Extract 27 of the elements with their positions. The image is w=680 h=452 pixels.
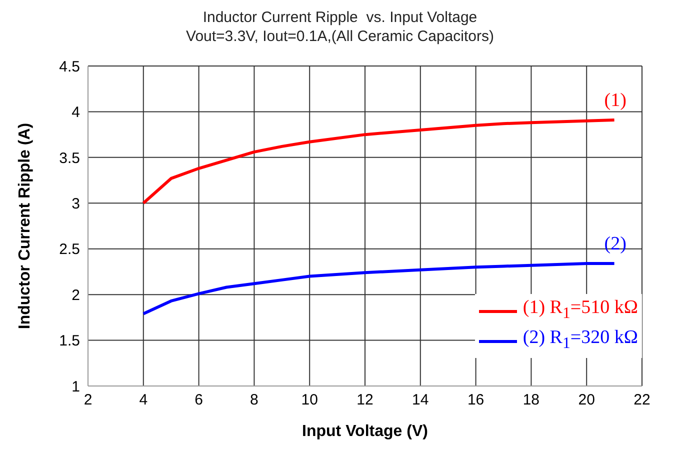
x-axis-title: Input Voltage (V) xyxy=(302,423,428,440)
x-tick-label: 12 xyxy=(356,392,374,409)
y-tick-label: 4 xyxy=(72,104,80,122)
chart-title: Inductor Current Ripple vs. Input Voltage xyxy=(202,8,478,27)
y-tick-label: 2.5 xyxy=(59,241,80,258)
x-tick-label: 2 xyxy=(84,392,92,409)
x-tick-label: 8 xyxy=(250,392,258,409)
chart-subtitle: Vout=3.3V, Iout=0.1A,(All Ceramic Capacitors) xyxy=(185,27,495,46)
x-tick-label: 10 xyxy=(301,392,318,409)
x-tick-label: 18 xyxy=(522,392,540,409)
x-tick-label: 4 xyxy=(139,392,148,409)
y-tick-label: 1 xyxy=(72,378,80,396)
annotation: (1) xyxy=(604,90,626,111)
line-series xyxy=(142,118,616,205)
x-tick-label: 22 xyxy=(634,392,650,409)
legend-label: (2) R$_{1}$=320 kΩ xyxy=(522,326,638,354)
x-tick-label: 14 xyxy=(412,392,429,409)
legend-label: (1) R$_{1}$=510 kΩ xyxy=(522,296,638,324)
x-tick-label: 20 xyxy=(578,392,595,409)
y-tick-label: 3.5 xyxy=(59,150,80,167)
y-axis-title: Inductor Current Ripple (A) xyxy=(16,122,34,330)
x-tick-label: 6 xyxy=(194,392,203,409)
x-tick-label: 16 xyxy=(467,392,484,409)
y-tick-label: 2 xyxy=(72,286,80,304)
y-tick-label: 4.5 xyxy=(59,58,80,76)
y-tick-label: 1.5 xyxy=(59,332,80,350)
y-tick-label: 3 xyxy=(72,195,80,212)
